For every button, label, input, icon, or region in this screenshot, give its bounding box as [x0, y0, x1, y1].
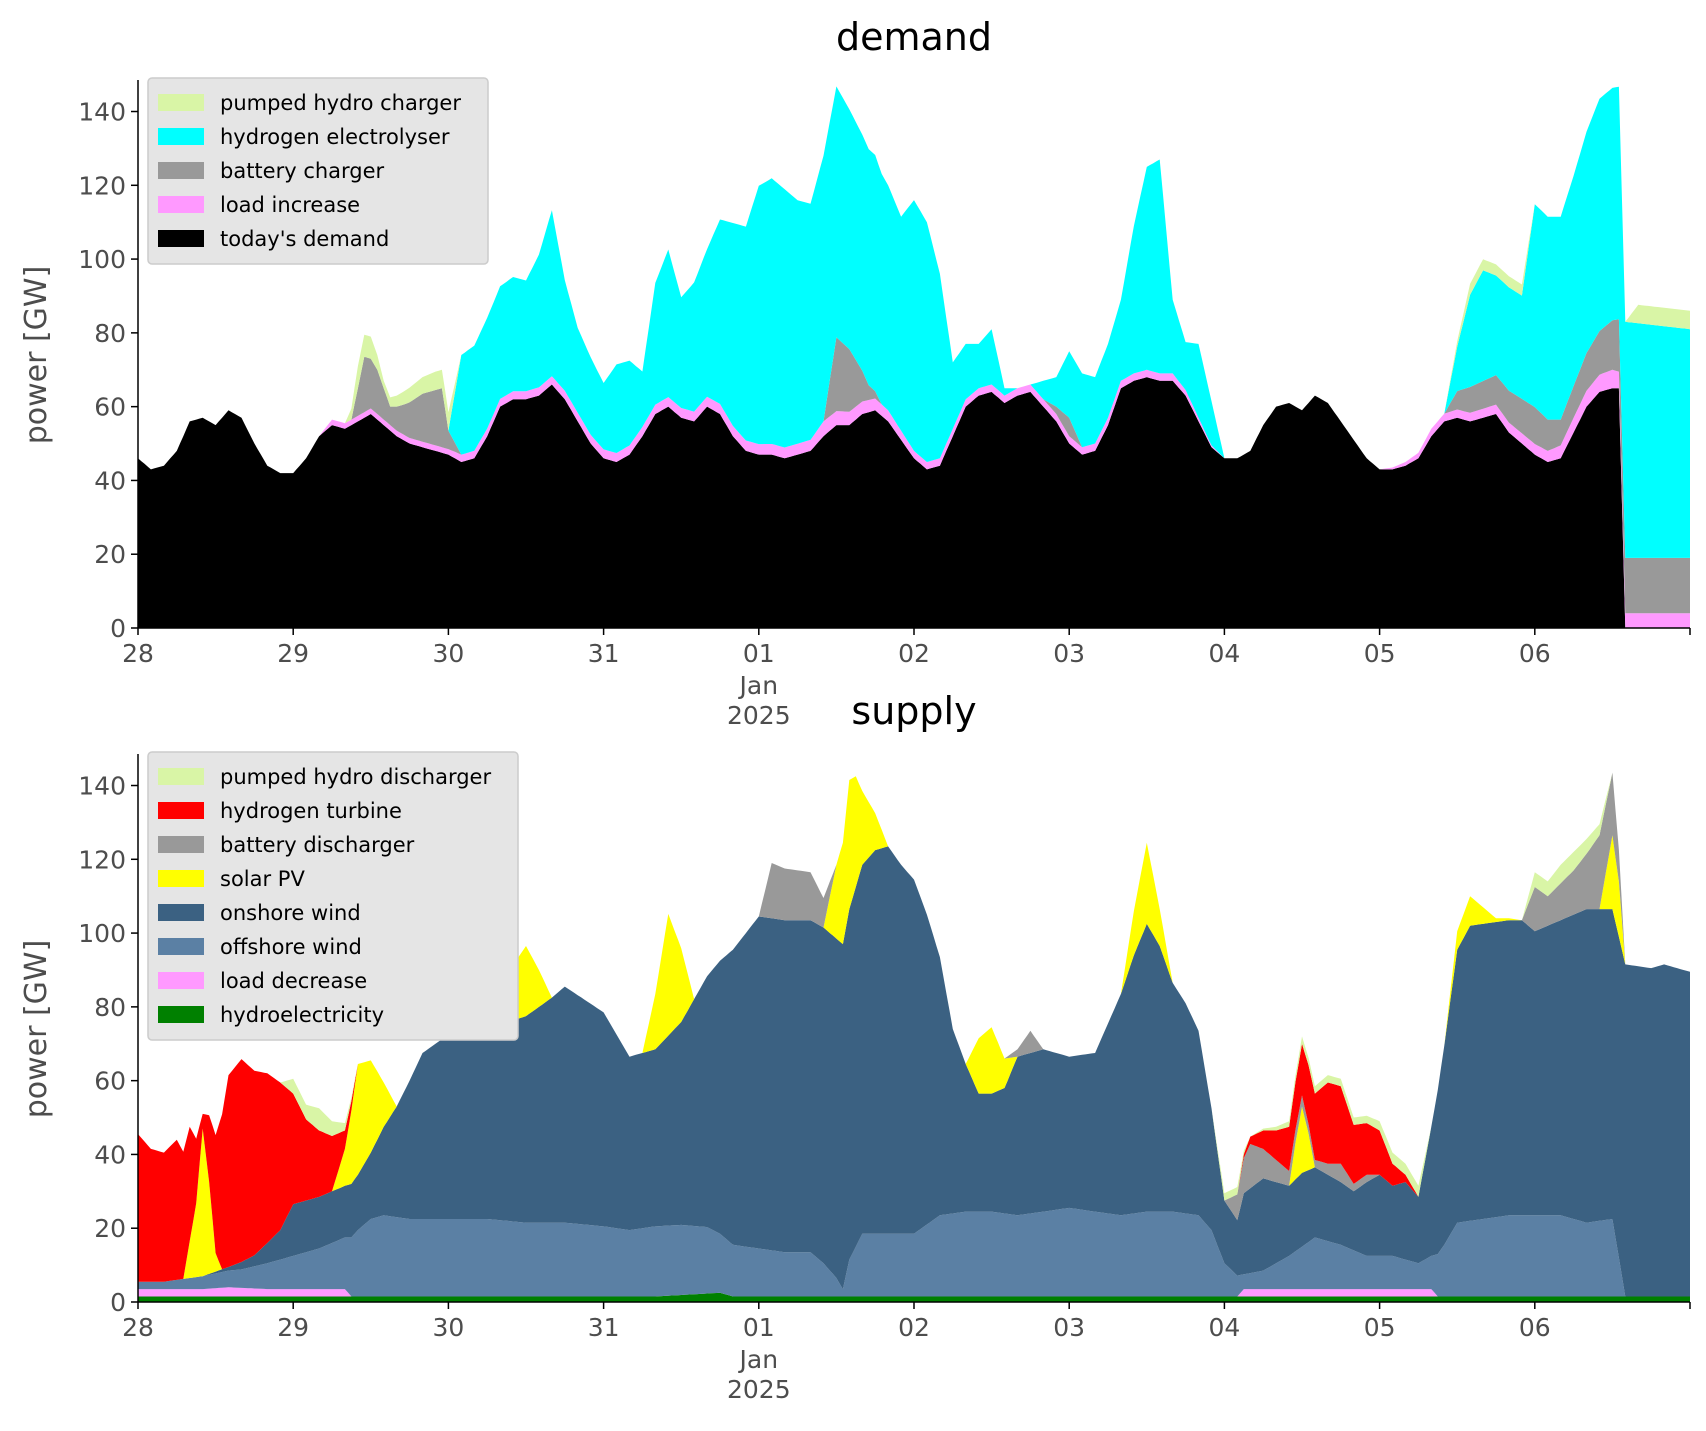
- supply-xtick-label: 04: [1208, 1313, 1240, 1342]
- supply-legend-swatch: [158, 768, 204, 785]
- supply-areas: [138, 772, 1690, 1302]
- demand-ytick-label: 80: [94, 319, 126, 348]
- demand-legend-swatch: [158, 196, 204, 213]
- demand-xtick-label: 29: [277, 639, 309, 668]
- supply-legend-box: [147, 751, 519, 1041]
- demand-title: demand: [836, 15, 992, 59]
- supply-legend-swatch: [158, 870, 204, 887]
- demand-ytick-label: 100: [78, 245, 126, 274]
- supply-legend-label: onshore wind: [220, 901, 361, 925]
- supply-area-onshore-wind: [138, 846, 1690, 1297]
- supply-ytick-label: 40: [94, 1140, 126, 1169]
- supply-legend: pumped hydro discharger hydrogen turbine b…: [147, 751, 519, 1041]
- demand-legend-box: [147, 77, 489, 265]
- supply-legend-label: solar PV: [220, 867, 305, 891]
- supply-title: supply: [851, 689, 976, 733]
- demand-legend-label: today's demand: [220, 227, 389, 251]
- demand-xtick-label: 30: [432, 639, 464, 668]
- supply-legend-label: pumped hydro discharger: [220, 765, 491, 789]
- demand-xtick-sublabel: 2025: [727, 701, 791, 730]
- demand-legend-swatch: [158, 94, 204, 111]
- supply-legend-swatch: [158, 1006, 204, 1023]
- supply-xtick-label: 29: [277, 1313, 309, 1342]
- supply-legend-swatch: [158, 836, 204, 853]
- demand-xtick-label: 04: [1208, 639, 1240, 668]
- supply-area-solar-pv: [138, 776, 1690, 1282]
- supply-xtick-label: 02: [898, 1313, 930, 1342]
- demand-ytick-label: 20: [94, 540, 126, 569]
- supply-xtick-label: 30: [432, 1313, 464, 1342]
- supply-legend-swatch: [158, 938, 204, 955]
- demand-legend-swatch: [158, 162, 204, 179]
- supply-xtick-label: 01: [743, 1313, 775, 1342]
- supply-xtick-label: 03: [1053, 1313, 1085, 1342]
- demand-xtick-label: 02: [898, 639, 930, 668]
- supply-ytick-label: 140: [78, 772, 126, 801]
- supply-xtick-label: 05: [1364, 1313, 1396, 1342]
- supply-area-offshore-wind: [138, 1207, 1690, 1297]
- demand-xtick-label: 03: [1053, 639, 1085, 668]
- demand-legend-label: load increase: [220, 193, 360, 217]
- demand-y-axis-label: power [GW]: [19, 266, 54, 445]
- supply-xtick-label: 31: [588, 1313, 620, 1342]
- supply-ytick-label: 0: [110, 1288, 126, 1317]
- demand-xtick-label: 28: [122, 639, 154, 668]
- supply-xtick-label: 06: [1519, 1313, 1551, 1342]
- demand-ytick-label: 60: [94, 393, 126, 422]
- demand-legend-label: pumped hydro charger: [220, 91, 461, 115]
- demand-ytick-label: 0: [110, 614, 126, 643]
- supply-area-hydroelectricity: [138, 1292, 1690, 1302]
- supply-legend-label: offshore wind: [220, 935, 362, 959]
- supply-y-axis-label: power [GW]: [19, 940, 54, 1119]
- demand-xtick-label: 06: [1519, 639, 1551, 668]
- supply-xtick-sublabel: Jan: [738, 1345, 779, 1374]
- demand-legend-swatch: [158, 128, 204, 145]
- demand-legend-label: battery charger: [220, 159, 385, 183]
- supply-ytick-label: 100: [78, 919, 126, 948]
- demand-xtick-label: 31: [588, 639, 620, 668]
- supply-area-load-decrease: [138, 1287, 1690, 1297]
- demand-ytick-label: 120: [78, 171, 126, 200]
- supply-legend-label: hydrogen turbine: [220, 799, 402, 823]
- supply-ytick-label: 120: [78, 845, 126, 874]
- demand-legend-label: hydrogen electrolyser: [220, 125, 450, 149]
- supply-ytick-label: 60: [94, 1067, 126, 1096]
- supply-legend-swatch: [158, 802, 204, 819]
- supply-xtick-sublabel: 2025: [727, 1375, 791, 1404]
- demand-area-today-s-demand: [138, 377, 1690, 628]
- demand-areas: [138, 86, 1690, 628]
- supply-ytick-label: 80: [94, 993, 126, 1022]
- demand-area-hydrogen-electrolyser: [138, 86, 1690, 558]
- supply-ytick-label: 20: [94, 1214, 126, 1243]
- demand-xtick-label: 05: [1364, 639, 1396, 668]
- demand-ytick-label: 40: [94, 466, 126, 495]
- demand-ytick-label: 140: [78, 98, 126, 127]
- supply-legend-swatch: [158, 904, 204, 921]
- supply-legend-label: load decrease: [220, 969, 367, 993]
- demand-xtick-label: 01: [743, 639, 775, 668]
- demand-legend-swatch: [158, 230, 204, 247]
- demand-xtick-sublabel: Jan: [738, 671, 779, 700]
- supply-legend-swatch: [158, 972, 204, 989]
- supply-legend-label: hydroelectricity: [220, 1003, 384, 1027]
- supply-legend-label: battery discharger: [220, 833, 415, 857]
- supply-xtick-label: 28: [122, 1313, 154, 1342]
- demand-legend: pumped hydro charger hydrogen electrolyse…: [147, 77, 489, 265]
